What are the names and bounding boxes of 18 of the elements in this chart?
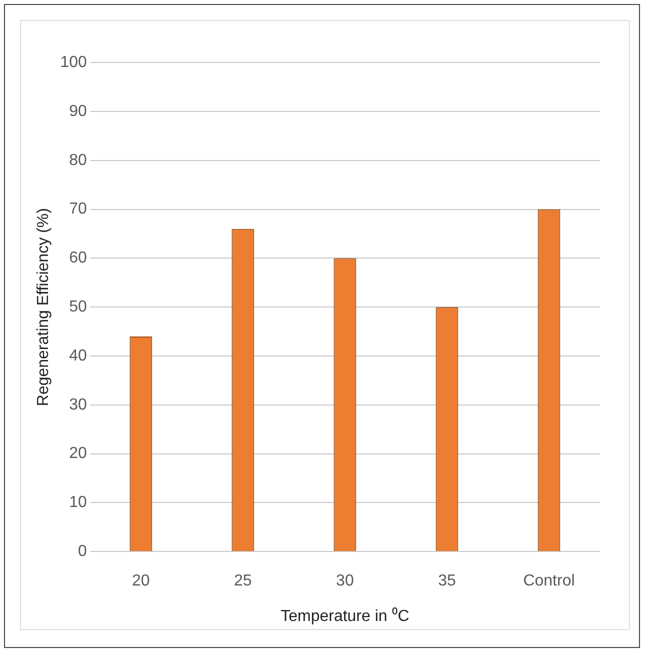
y-axis-title: Regenerating Efficiency (%) [35,208,52,406]
y-tick-label: 60 [69,250,87,267]
x-tick-label: 35 [438,572,456,590]
x-tick-label: 30 [336,572,354,590]
y-tick-label: 100 [60,54,87,72]
y-tick-label: 0 [78,543,87,560]
y-tick-label: 20 [69,445,87,462]
x-tick-label: Control [523,572,575,590]
y-tick-label: 50 [69,298,87,316]
y-tick-label: 90 [69,102,87,120]
y-tick-label: 40 [69,347,87,364]
x-axis-title: Temperature in ⁰C [280,606,410,625]
y-tick-label: 10 [69,494,87,512]
y-tick-label: 70 [69,200,87,218]
y-tick-label: 30 [69,396,87,414]
x-tick-label: 25 [234,572,252,590]
x-tick-label: 20 [132,572,150,590]
y-tick-label: 80 [69,152,87,169]
